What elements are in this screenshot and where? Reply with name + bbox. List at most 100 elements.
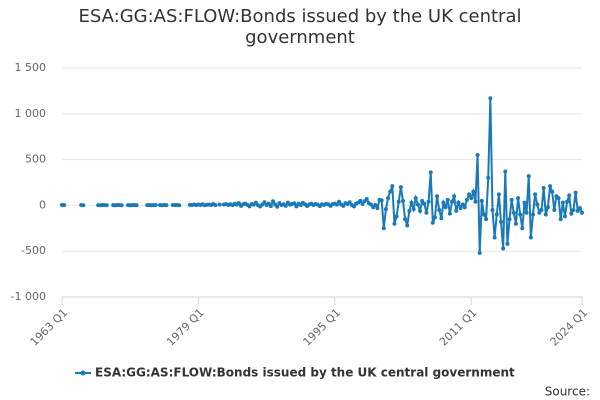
point <box>507 217 512 222</box>
point <box>492 235 497 240</box>
point <box>513 221 518 226</box>
point <box>528 235 533 240</box>
point <box>556 196 561 201</box>
point <box>394 214 399 219</box>
point <box>379 198 384 203</box>
point <box>430 220 435 225</box>
point <box>398 185 403 190</box>
point <box>409 200 414 205</box>
x-tick-label: 1963 Q1 <box>28 306 71 349</box>
point <box>407 208 412 213</box>
point <box>435 194 440 199</box>
point <box>486 175 491 180</box>
point <box>119 203 124 208</box>
point <box>484 217 489 222</box>
point <box>571 207 576 212</box>
point <box>488 96 493 101</box>
y-tick-label: 0 <box>39 198 46 211</box>
point <box>539 207 544 212</box>
point <box>396 199 401 204</box>
point <box>505 241 510 246</box>
y-tick-label: -500 <box>21 244 46 257</box>
point <box>292 201 297 206</box>
y-tick-label: 1 500 <box>15 61 47 74</box>
point <box>445 197 450 202</box>
point <box>392 221 397 226</box>
y-tick-label: 500 <box>25 153 46 166</box>
point <box>479 198 484 203</box>
point <box>283 203 288 208</box>
point <box>381 226 386 231</box>
point <box>443 205 448 210</box>
point <box>558 217 563 222</box>
source-label: Source: <box>545 385 590 399</box>
point <box>460 202 465 207</box>
y-tick-label: -1 000 <box>11 290 46 303</box>
point <box>454 208 459 213</box>
point <box>447 211 452 216</box>
point <box>270 199 275 204</box>
point <box>275 204 280 209</box>
point <box>458 206 463 211</box>
y-tick-label: 1 000 <box>15 107 47 120</box>
x-tick-label: 1979 Q1 <box>164 306 207 349</box>
point <box>334 202 339 207</box>
point <box>403 217 408 222</box>
point <box>520 226 525 231</box>
point <box>530 212 535 217</box>
point <box>473 199 478 204</box>
point <box>428 170 433 175</box>
point <box>516 196 521 201</box>
point <box>577 206 582 211</box>
point <box>545 205 550 210</box>
point <box>560 200 565 205</box>
point <box>337 199 342 204</box>
point <box>81 203 86 208</box>
point <box>450 199 454 204</box>
point <box>467 192 472 197</box>
point <box>134 203 139 208</box>
point <box>580 210 584 215</box>
point <box>415 202 420 207</box>
point <box>347 200 352 205</box>
point <box>262 200 267 205</box>
point <box>477 251 482 256</box>
point <box>351 204 356 209</box>
point <box>413 196 418 201</box>
point <box>481 212 486 217</box>
point <box>411 207 416 212</box>
point <box>494 212 499 217</box>
point <box>390 184 395 189</box>
x-tick-label: 2024 Q1 <box>548 306 591 349</box>
point <box>213 203 218 208</box>
point <box>499 219 504 224</box>
point <box>375 206 380 211</box>
point <box>373 202 378 207</box>
point <box>537 210 542 215</box>
point <box>420 198 425 203</box>
point <box>475 153 480 158</box>
point <box>567 193 572 198</box>
point <box>462 205 467 210</box>
point <box>388 189 393 194</box>
legend-label: ESA:GG:AS:FLOW:Bonds issued by the UK ce… <box>95 366 515 380</box>
point <box>511 210 516 215</box>
point <box>405 223 410 228</box>
point <box>62 203 67 208</box>
point <box>364 196 369 201</box>
point <box>164 203 169 208</box>
point <box>217 202 222 207</box>
point <box>575 208 580 213</box>
point <box>522 200 527 205</box>
point <box>426 199 431 204</box>
point <box>400 198 405 203</box>
point <box>464 197 469 202</box>
point <box>452 194 457 199</box>
chart-title: ESA:GG:AS:FLOW:Bonds issued by the UK ce… <box>78 6 522 48</box>
point <box>535 202 540 207</box>
point <box>541 185 546 190</box>
point <box>422 201 427 206</box>
point <box>550 189 555 194</box>
